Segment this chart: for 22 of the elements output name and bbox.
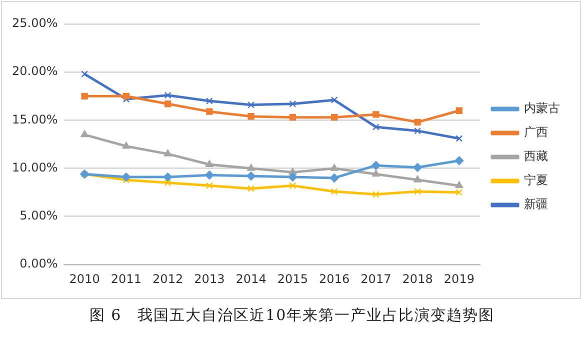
y-tick-label: 10.00% bbox=[12, 160, 58, 174]
x-tick-label: 2016 bbox=[319, 272, 350, 286]
legend-label: 新疆 bbox=[524, 197, 548, 212]
y-tick-label: 15.00% bbox=[12, 112, 58, 126]
x-tick-label: 2011 bbox=[110, 272, 142, 286]
x-tick-label: 2015 bbox=[277, 272, 308, 286]
y-tick-label: 0.00% bbox=[20, 256, 58, 271]
text: 图 6 我国五大自治区近10年来第一产业占比演变趋势图 bbox=[88, 306, 496, 325]
x-tick-label: 2010 bbox=[69, 272, 100, 286]
legend-label: 西藏 bbox=[524, 149, 548, 164]
x-tick-label: 2018 bbox=[402, 272, 433, 286]
legend-label: 广西 bbox=[524, 125, 548, 140]
x-tick-label: 2012 bbox=[152, 272, 184, 286]
legend-label: 内蒙古 bbox=[524, 101, 560, 116]
y-tick-label: 25.00% bbox=[12, 16, 58, 30]
y-tick-label: 5.00% bbox=[20, 208, 58, 223]
y-tick-label: 20.00% bbox=[12, 64, 58, 78]
legend-label: 宁夏 bbox=[524, 173, 548, 188]
x-tick-label: 2017 bbox=[360, 272, 392, 286]
x-tick-label: 2019 bbox=[444, 272, 474, 286]
x-tick-label: 2014 bbox=[236, 272, 266, 286]
x-tick-label: 2013 bbox=[194, 272, 225, 286]
